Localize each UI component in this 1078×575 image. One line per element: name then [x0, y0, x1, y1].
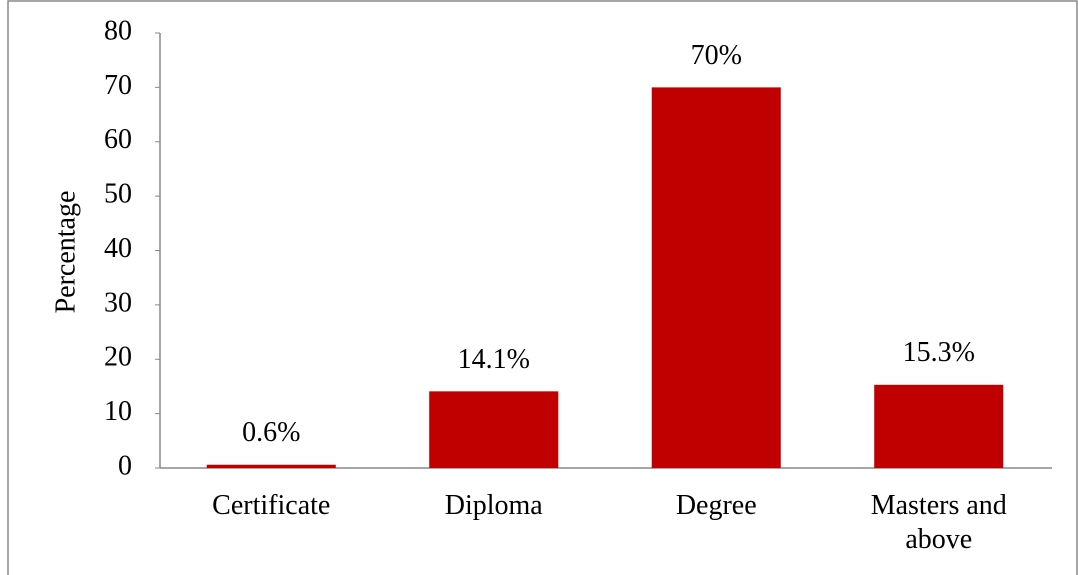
chart-frame: [7, 0, 1078, 575]
y-tick-label: 60: [104, 124, 132, 155]
bar: [429, 391, 559, 468]
x-tick-label: Masters and above: [871, 490, 1007, 555]
x-tick-label: Certificate: [212, 490, 330, 521]
y-tick-label: 30: [104, 287, 132, 318]
x-tick-label: Degree: [676, 490, 757, 521]
y-tick-label: 80: [104, 15, 132, 46]
y-tick-label: 0: [118, 450, 132, 481]
y-tick-label: 40: [104, 233, 132, 264]
y-tick-label: 10: [104, 396, 132, 427]
data-label: 0.6%: [242, 417, 300, 448]
y-tick-label: 70: [104, 70, 132, 101]
x-tick-label: Diploma: [445, 490, 544, 521]
bar: [874, 384, 1004, 468]
bar: [206, 464, 336, 468]
data-label: 14.1%: [458, 344, 530, 375]
bar: [651, 87, 781, 468]
y-tick-label: 50: [104, 179, 132, 210]
y-axis-label: Percentage: [50, 191, 81, 314]
data-label: 15.3%: [903, 337, 975, 368]
y-tick-label: 20: [104, 342, 132, 373]
data-label: 70%: [691, 40, 742, 71]
